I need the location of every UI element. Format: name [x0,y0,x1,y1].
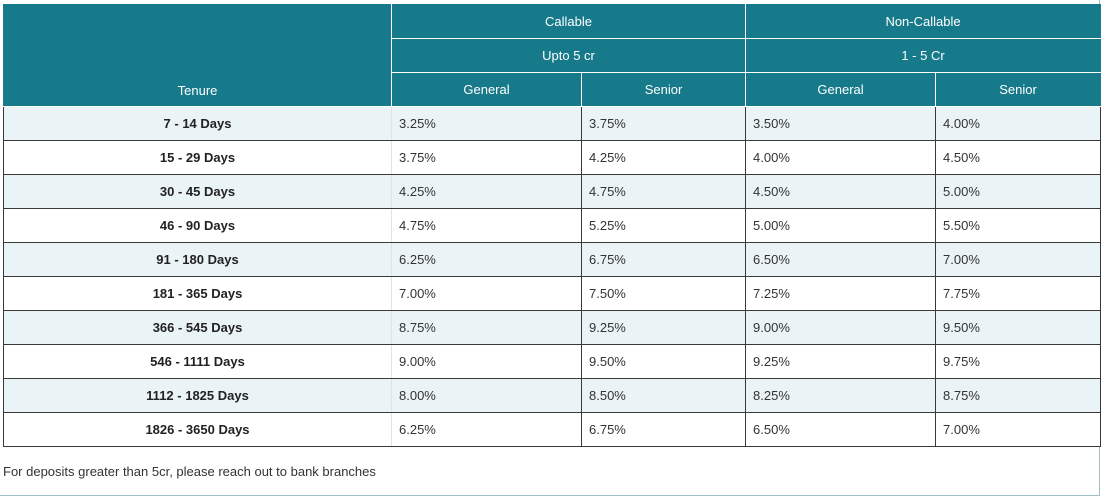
callable-senior-cell: 9.50% [580,344,747,379]
table-row: 46 - 90 Days 4.75% 5.25% 5.00% 5.50% [3,208,1101,243]
non-callable-senior-cell: 9.75% [935,344,1101,379]
non-callable-general-cell: 6.50% [745,242,937,277]
header-row-categories: General Senior General Senior [4,72,1101,107]
non-callable-senior-cell: 4.50% [935,140,1101,175]
table-row: 15 - 29 Days 3.75% 4.25% 4.00% 4.50% [3,140,1101,175]
callable-general-cell: 9.00% [391,344,582,379]
non-callable-general-cell: 9.25% [745,344,937,379]
table-header: Tenure Callable Non-Callable Upto 5 cr 1… [3,4,1101,107]
non-callable-general-cell: 4.50% [745,174,937,209]
non-callable-senior-cell: 5.00% [935,174,1101,209]
callable-senior-cell: 6.75% [580,412,747,447]
callable-senior-cell: 8.50% [580,378,747,413]
non-callable-senior-cell: 8.75% [935,378,1101,413]
non-callable-general-cell: 4.00% [745,140,937,175]
non-callable-general-cell: 5.00% [745,208,937,243]
table-row: 181 - 365 Days 7.00% 7.50% 7.25% 7.75% [3,276,1101,311]
tenure-cell: 46 - 90 Days [3,208,392,243]
table-row: 91 - 180 Days 6.25% 6.75% 6.50% 7.00% [3,242,1101,277]
table-row: 1112 - 1825 Days 8.00% 8.50% 8.25% 8.75% [3,378,1101,413]
callable-group-header: Callable [390,4,747,39]
tenure-cell: 366 - 545 Days [3,310,392,345]
callable-general-cell: 8.00% [391,378,582,413]
non-callable-senior-cell: 7.00% [935,412,1101,447]
table-body: 7 - 14 Days 3.25% 3.75% 3.50% 4.00% 15 - 29 D… [3,106,1101,447]
callable-senior-cell: 6.75% [580,242,747,277]
callable-general-header: General [391,72,582,107]
header-row-groups: Tenure Callable Non-Callable [3,4,1101,107]
callable-senior-cell: 4.25% [580,140,747,175]
callable-slab-header: Upto 5 cr [390,38,747,73]
tenure-cell: 30 - 45 Days [3,174,392,209]
non-callable-senior-cell: 9.50% [935,310,1101,345]
tenure-cell: 546 - 1111 Days [3,344,392,379]
callable-general-cell: 4.75% [391,208,582,243]
table-row: 30 - 45 Days 4.25% 4.75% 4.50% 5.00% [3,174,1101,209]
table-row: 546 - 1111 Days 9.00% 9.50% 9.25% 9.75% [3,344,1101,379]
tenure-cell: 91 - 180 Days [3,242,392,277]
non-callable-senior-cell: 5.50% [935,208,1101,243]
non-callable-general-cell: 7.25% [745,276,937,311]
non-callable-general-cell: 3.50% [745,106,937,141]
non-callable-general-cell: 9.00% [745,310,937,345]
non-callable-group-header: Non-Callable [745,4,1101,39]
callable-senior-cell: 5.25% [580,208,747,243]
non-callable-senior-header: Senior [935,72,1101,107]
deposit-rates-table: Tenure Callable Non-Callable Upto 5 cr 1… [3,4,1101,447]
callable-general-cell: 3.25% [391,106,582,141]
callable-general-cell: 7.00% [391,276,582,311]
non-callable-general-cell: 8.25% [745,378,937,413]
footnote: For deposits greater than 5cr, please re… [3,464,376,479]
callable-senior-cell: 9.25% [580,310,747,345]
callable-general-cell: 3.75% [391,140,582,175]
callable-senior-cell: 3.75% [580,106,747,141]
tenure-cell: 1826 - 3650 Days [3,412,392,447]
table-row: 7 - 14 Days 3.25% 3.75% 3.50% 4.00% [3,106,1101,141]
callable-senior-cell: 7.50% [580,276,747,311]
callable-senior-header: Senior [580,72,747,107]
callable-senior-cell: 4.75% [580,174,747,209]
tenure-cell: 1112 - 1825 Days [3,378,392,413]
callable-general-cell: 6.25% [391,242,582,277]
table-row: 366 - 545 Days 8.75% 9.25% 9.00% 9.50% [3,310,1101,345]
non-callable-senior-cell: 7.00% [935,242,1101,277]
tenure-cell: 15 - 29 Days [3,140,392,175]
non-callable-senior-cell: 7.75% [935,276,1101,311]
non-callable-general-cell: 6.50% [745,412,937,447]
non-callable-slab-header: 1 - 5 Cr [745,38,1101,73]
non-callable-general-header: General [745,72,937,107]
table-row: 1826 - 3650 Days 6.25% 6.75% 6.50% 7.00% [3,412,1101,447]
non-callable-senior-cell: 4.00% [935,106,1101,141]
tenure-column-header: Tenure [3,4,392,107]
tenure-cell: 7 - 14 Days [3,106,392,141]
callable-general-cell: 4.25% [391,174,582,209]
callable-general-cell: 6.25% [391,412,582,447]
tenure-cell: 181 - 365 Days [3,276,392,311]
callable-general-cell: 8.75% [391,310,582,345]
